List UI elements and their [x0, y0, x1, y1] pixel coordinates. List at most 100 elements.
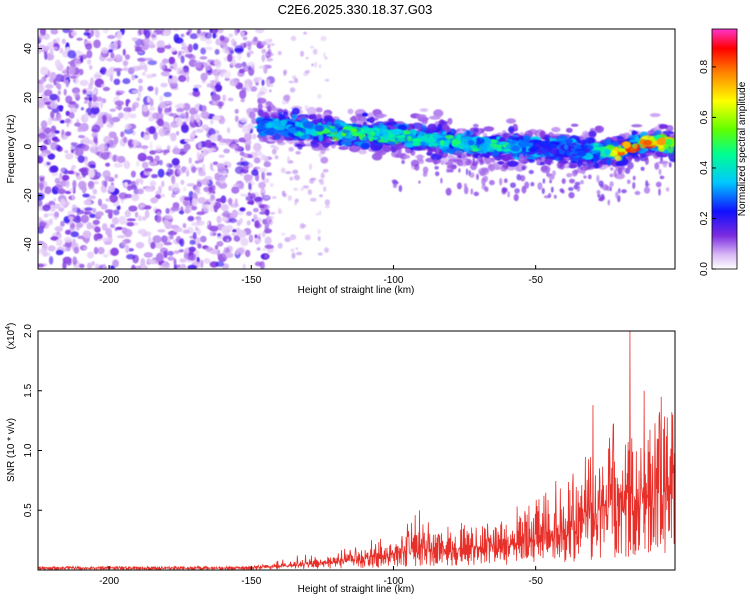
heatmap-cell	[173, 258, 177, 267]
heatmap-cell	[551, 126, 561, 133]
heatmap-cell	[632, 175, 636, 181]
heatmap-x-tick-label: -50	[528, 275, 543, 286]
heatmap-cell	[112, 209, 120, 216]
heatmap-cell	[232, 229, 237, 233]
heatmap-cell	[231, 186, 240, 194]
heatmap-cell	[268, 127, 275, 135]
heatmap-cell	[134, 211, 139, 218]
heatmap-cell	[103, 29, 109, 34]
heatmap-cell	[130, 170, 136, 178]
heatmap-cell	[212, 32, 217, 39]
heatmap-cell	[77, 155, 85, 163]
heatmap-cell	[291, 113, 298, 120]
heatmap-cell	[204, 46, 213, 51]
heatmap-cell	[375, 131, 380, 137]
heatmap-cell	[154, 155, 160, 162]
heatmap-cell	[536, 158, 541, 166]
heatmap-cell	[135, 241, 145, 249]
heatmap-cell	[645, 150, 652, 154]
heatmap-cell	[204, 32, 212, 39]
heatmap-cell	[469, 145, 478, 149]
heatmap-cell	[614, 172, 625, 180]
heatmap-cell	[189, 250, 194, 256]
heatmap-cell	[458, 168, 461, 173]
snr-y-label: SNR (10 * v/v)	[6, 418, 17, 482]
heatmap-cell	[189, 33, 199, 40]
heatmap-cell	[476, 137, 482, 144]
heatmap-cell	[392, 181, 399, 185]
heatmap-cell	[249, 234, 254, 242]
heatmap-cell	[180, 206, 184, 215]
heatmap-cell	[61, 38, 66, 44]
heatmap-cell	[207, 59, 216, 63]
heatmap-cell	[70, 148, 75, 154]
heatmap-cell	[106, 57, 114, 62]
heatmap-cell	[44, 127, 52, 134]
heatmap-cell	[261, 54, 266, 62]
heatmap-cell	[114, 54, 123, 62]
snr-y-tick-label: 2.0	[23, 324, 34, 338]
heatmap-cell	[506, 160, 519, 167]
heatmap-cell	[155, 145, 162, 153]
heatmap-cell	[234, 108, 239, 114]
heatmap-cell	[93, 39, 101, 49]
heatmap-cell	[566, 173, 573, 178]
heatmap-cell	[281, 100, 287, 105]
heatmap-cell	[469, 172, 475, 178]
heatmap-cell	[178, 249, 185, 253]
heatmap-cell	[100, 47, 109, 54]
heatmap-cell	[213, 58, 220, 67]
heatmap-cell	[183, 186, 187, 192]
heatmap-cell	[78, 54, 88, 60]
heatmap-cell	[447, 154, 455, 160]
heatmap-cell	[418, 159, 425, 164]
heatmap-cell	[258, 181, 266, 189]
heatmap-cell	[89, 77, 94, 86]
heatmap-cell	[122, 67, 129, 71]
heatmap-cell	[55, 249, 64, 256]
heatmap-cell	[548, 137, 557, 142]
heatmap-cell	[117, 39, 121, 48]
heatmap-cell	[347, 108, 354, 115]
heatmap-cell	[111, 217, 119, 225]
heatmap-cell	[322, 168, 329, 173]
heatmap-cell	[63, 236, 73, 243]
heatmap-cell	[89, 195, 96, 200]
heatmap-cell	[542, 178, 546, 184]
heatmap-cell	[589, 150, 602, 154]
heatmap-cell	[56, 37, 60, 44]
heatmap-cell	[208, 185, 214, 194]
snr-y-tick-label: 0.5	[23, 503, 34, 517]
heatmap-cell	[524, 181, 530, 189]
heatmap-cell	[153, 131, 158, 141]
heatmap-cell	[246, 220, 251, 226]
heatmap-cell	[561, 178, 566, 185]
heatmap-cell	[97, 198, 103, 207]
heatmap-cell	[396, 138, 406, 142]
heatmap-cell	[143, 231, 152, 237]
heatmap-cell	[216, 163, 225, 169]
heatmap-cell	[38, 263, 45, 268]
heatmap-cell	[146, 95, 151, 104]
heatmap-cell	[180, 55, 185, 64]
heatmap-cell	[318, 64, 322, 68]
heatmap-cell	[89, 213, 96, 218]
heatmap-cell	[74, 103, 79, 109]
heatmap-cell	[73, 215, 82, 224]
heatmap-cell	[442, 152, 449, 158]
heatmap-cell	[242, 263, 246, 269]
heatmap-cell	[88, 100, 92, 109]
heatmap-cell	[234, 48, 244, 53]
heatmap-cell	[207, 199, 216, 203]
colorbar-tick-label: 0.2	[699, 211, 710, 225]
heatmap-cell	[81, 185, 87, 194]
heatmap-cell	[148, 236, 152, 246]
heatmap-cell	[470, 188, 474, 195]
heatmap-frame	[37, 28, 676, 270]
heatmap-cell	[626, 179, 631, 185]
heatmap-cell	[253, 196, 263, 202]
heatmap-cell	[251, 118, 257, 125]
heatmap-cell	[49, 71, 57, 80]
heatmap-cell	[248, 81, 253, 89]
heatmap-cell	[654, 162, 660, 170]
